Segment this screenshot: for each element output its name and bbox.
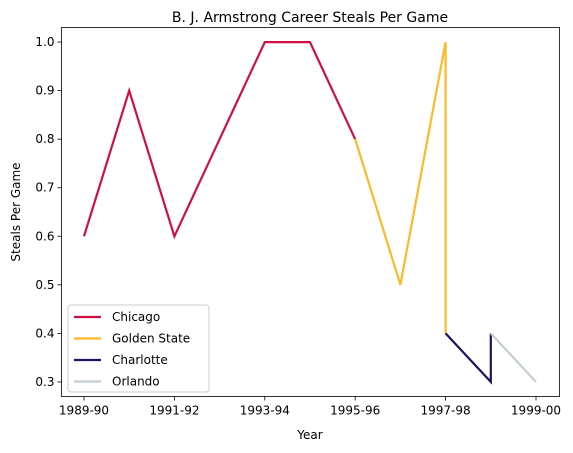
legend-label: Charlotte	[112, 353, 168, 367]
y-tick-label: 0.4	[35, 326, 54, 340]
series-line-golden-state	[354, 41, 447, 334]
y-tick-label: 1.0	[35, 35, 54, 49]
y-tick-label: 0.9	[35, 84, 54, 98]
x-tick-label: 1989-90	[59, 404, 109, 418]
y-axis-label: Steals Per Game	[9, 162, 23, 261]
y-tick-label: 0.6	[35, 229, 54, 243]
legend-label: Orlando	[112, 375, 160, 389]
x-tick-label: 1999-00	[511, 404, 561, 418]
y-tick-label: 0.3	[35, 375, 54, 389]
series-line-orlando	[489, 332, 537, 383]
y-tick-label: 0.5	[35, 278, 54, 292]
series-line-charlotte	[444, 332, 492, 385]
y-tick-label: 0.8	[35, 132, 54, 146]
chart-title: B. J. Armstrong Career Steals Per Game	[172, 10, 448, 26]
series-line-chicago	[82, 40, 357, 240]
x-tick-label: 1991-92	[149, 404, 199, 418]
plot-frame	[61, 27, 560, 397]
x-tick-label: 1997-98	[421, 404, 471, 418]
legend: Chicago Golden State Charlotte Orlando	[67, 304, 210, 393]
y-tick-label: 0.7	[35, 181, 54, 195]
x-tick-label: 1995-96	[330, 404, 380, 418]
x-axis-label: Year	[296, 428, 322, 442]
legend-label: Golden State	[112, 332, 190, 346]
legend-label: Chicago	[112, 310, 160, 324]
x-tick-label: 1993-94	[240, 404, 290, 418]
legend-box	[67, 304, 210, 393]
